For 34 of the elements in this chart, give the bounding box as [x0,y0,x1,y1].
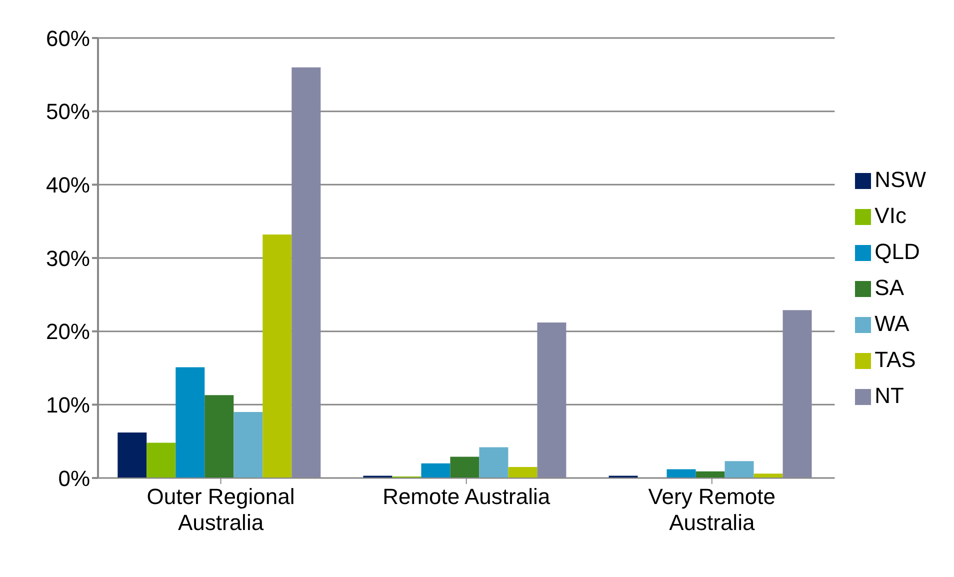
legend-label: QLD [874,239,920,264]
legend-label: NSW [874,167,926,192]
bar [782,310,812,478]
bar [421,463,450,478]
bar [450,456,480,478]
bar [204,395,234,478]
y-tick-label: 40% [46,172,90,198]
y-tick-label: 20% [46,319,90,344]
bar [176,367,205,478]
bar [537,322,566,478]
y-tick-label: 30% [46,246,90,271]
bar [724,461,754,478]
bar [754,474,783,478]
legend-label: TAS [874,347,916,372]
bar [696,471,725,478]
bar [479,447,508,478]
bar [666,469,696,478]
x-tick-label: Outer Regional Australia [146,484,295,535]
legend-label: WA [874,311,910,336]
bar [292,67,321,478]
bar [508,467,538,478]
legend-label: NT [874,383,904,408]
x-tick-label: Very Remote Australia [648,484,776,535]
legend-label: VIc [874,203,906,228]
x-tick-label: Remote Australia [382,484,551,509]
y-tick-label: 50% [46,99,90,124]
bar [234,412,263,478]
y-tick-label: 60% [46,26,90,51]
bar [118,432,147,478]
legend-label: SA [874,275,904,300]
bar [262,234,292,478]
y-tick-label: 0% [58,466,90,491]
y-tick-label: 10% [46,392,90,418]
bar [146,442,176,478]
